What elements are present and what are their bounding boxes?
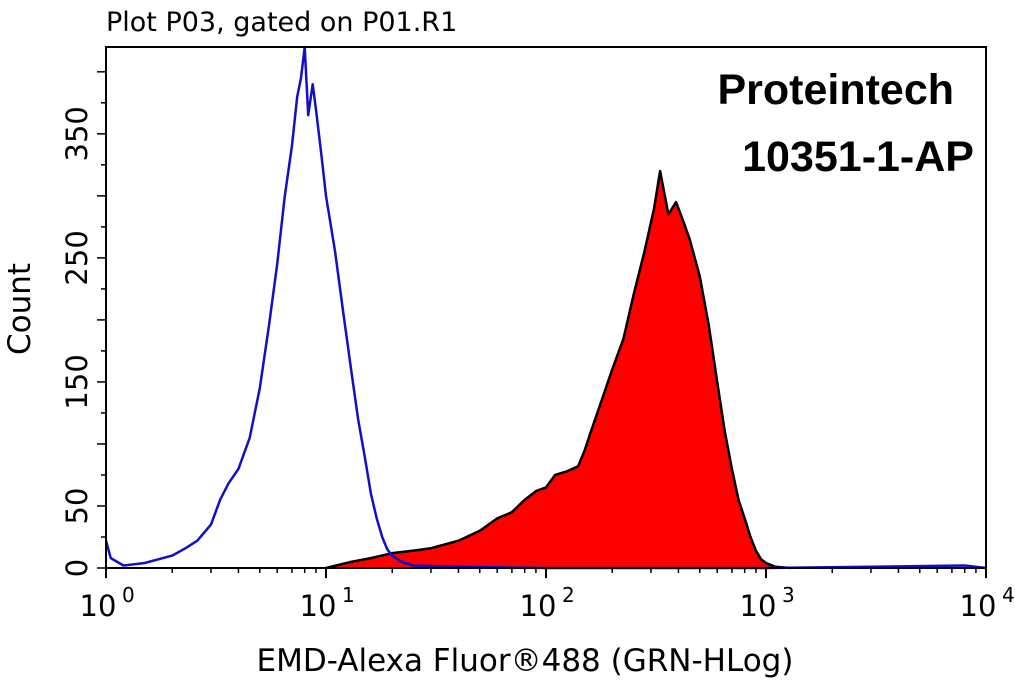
x-tick-label: 10 bbox=[520, 589, 557, 623]
catalog-number-annotation: 10351-1-AP bbox=[742, 133, 974, 181]
y-axis-label: Count bbox=[2, 263, 38, 355]
y-tick-label: 250 bbox=[60, 230, 94, 285]
series-1-outline bbox=[325, 169, 792, 570]
y-tick-label: 350 bbox=[60, 106, 94, 161]
x-tick-label: 10 bbox=[300, 589, 337, 623]
y-tick-label: 0 bbox=[60, 559, 94, 577]
y-tick-label: 50 bbox=[60, 488, 94, 525]
plot-title: Plot P03, gated on P01.R1 bbox=[106, 7, 457, 38]
x-axis-label: EMD-Alexa Fluor®488 (GRN-HLog) bbox=[257, 643, 794, 679]
x-tick-exponent: 3 bbox=[782, 583, 795, 607]
series-layer bbox=[104, 45, 987, 570]
brand-annotation: Proteintech bbox=[717, 66, 954, 114]
y-tick-label: 150 bbox=[60, 354, 94, 409]
x-tick-label: 10 bbox=[740, 589, 777, 623]
x-tick-exponent: 4 bbox=[1002, 583, 1015, 607]
x-tick-label: 10 bbox=[960, 589, 997, 623]
x-tick-label: 10 bbox=[80, 589, 117, 623]
x-tick-exponent: 2 bbox=[562, 583, 575, 607]
x-tick-exponent: 1 bbox=[342, 583, 355, 607]
series-1-fill bbox=[326, 171, 792, 568]
x-tick-exponent: 0 bbox=[122, 583, 135, 607]
series-0-line bbox=[104, 45, 987, 570]
